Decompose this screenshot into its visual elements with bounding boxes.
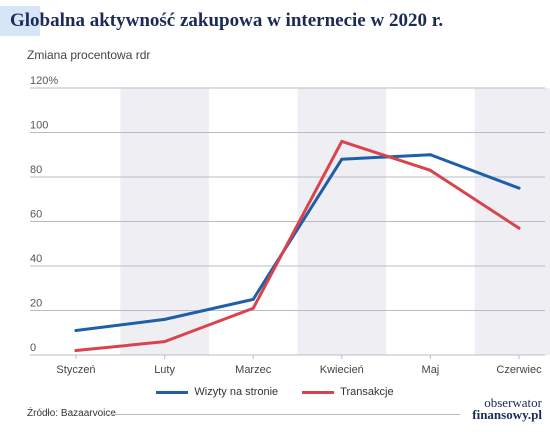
y-tick-label-80: 80 [30,164,42,176]
data-point-s2-1 [163,340,167,344]
x-tick-label-4: Maj [422,364,440,376]
y-tick-label-20: 20 [30,298,42,310]
x-tick-label-5: Czerwiec [496,364,542,376]
y-tick-labels: 0 20 40 60 80 100 120% [30,75,58,354]
y-tick-label-100: 100 [30,120,48,132]
brand-logo: obserwator finansowy.pl [472,395,542,422]
y-axis-label: Zmiana procentowa rdr [27,48,151,62]
footer: Źródło: Bazaarvoice obserwator finansowy… [27,396,542,425]
legend-label-series2: Transakcje [340,386,394,398]
legend: Wizyty na stronie Transakcje [0,386,550,398]
data-point-s2-2 [251,306,255,310]
x-tick-label-2: Marzec [235,364,272,376]
legend-item-series1: Wizyty na stronie [156,386,278,398]
source-note: Źródło: Bazaarvoice [27,408,116,419]
y-tick-label-60: 60 [30,209,42,221]
title-accent [0,6,40,36]
y-tick-label-40: 40 [30,253,42,265]
data-point-s1-0 [74,329,78,333]
data-point-s2-4 [428,168,432,172]
y-tick-label-max: 120% [30,75,58,87]
legend-label-series1: Wizyty na stronie [194,386,279,398]
x-tick-labels: Styczeń Luty Marzec Kwiecień Maj Czerwiec [56,355,542,376]
series-line-2 [74,139,521,353]
data-point-s1-5 [517,186,521,190]
data-point-s1-2 [251,297,255,301]
series-line-1 [74,153,521,333]
title-block: Globalna aktywność zakupowa w internecie… [0,6,444,36]
data-point-s2-5 [517,226,521,230]
data-point-s1-3 [340,157,344,161]
data-point-s1-4 [428,153,432,157]
chart-title: Globalna aktywność zakupowa w internecie… [10,10,444,31]
data-point-s2-3 [340,139,344,143]
x-tick-label-3: Kwiecień [320,364,364,376]
x-tick-label-0: Styczeń [56,364,95,376]
brand-line1: obserwator [484,395,542,410]
legend-swatch-series1 [156,390,189,394]
brand-line2: finansowy.pl [472,407,542,422]
legend-item-series2: Transakcje [302,386,394,398]
y-tick-label-0: 0 [30,342,36,354]
data-point-s1-1 [163,317,167,321]
footer-divider [105,414,460,415]
data-point-s2-0 [74,349,78,353]
series-lines [74,139,521,353]
gridlines [30,87,545,356]
legend-swatch-series2 [302,390,335,394]
x-tick-label-1: Luty [154,364,175,376]
